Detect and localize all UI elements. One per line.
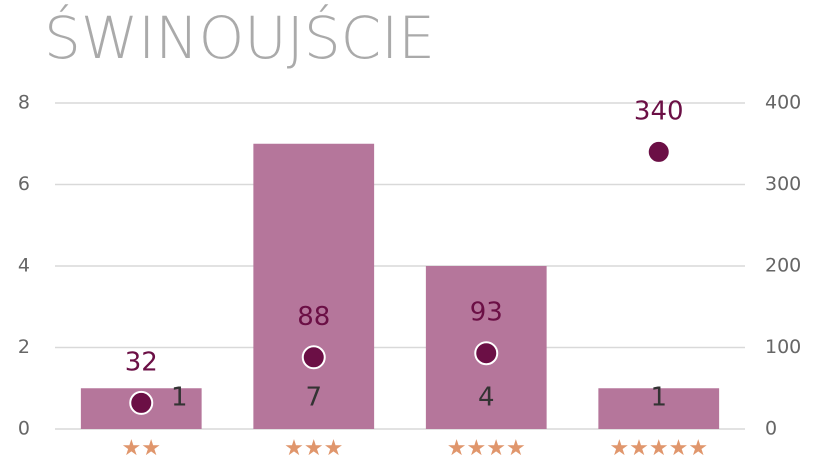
y-tick-label: 2 bbox=[18, 336, 30, 358]
bar-value-label: 1 bbox=[650, 383, 667, 413]
chart-title: ŚWINOUJŚCIE bbox=[44, 3, 435, 72]
x-tick-label: ★★★★ bbox=[447, 436, 526, 461]
dot-value-label: 32 bbox=[125, 347, 158, 377]
x-tick-label: ★★★★★ bbox=[609, 436, 708, 461]
dot-value-label: 88 bbox=[297, 302, 330, 332]
y2-tick-label: 0 bbox=[765, 418, 777, 440]
bar bbox=[598, 388, 720, 429]
dot bbox=[129, 390, 154, 415]
dot-value-label: 340 bbox=[634, 96, 684, 126]
dot bbox=[474, 341, 499, 366]
y-tick-label: 0 bbox=[18, 418, 30, 440]
bar-value-label: 7 bbox=[305, 383, 322, 413]
y-tick-label: 4 bbox=[18, 255, 30, 277]
y2-tick-label: 400 bbox=[765, 92, 801, 114]
y2-tick-label: 300 bbox=[765, 173, 801, 195]
dot bbox=[646, 139, 671, 164]
bar-value-label: 4 bbox=[478, 383, 495, 413]
x-tick-label: ★★ bbox=[122, 436, 161, 461]
dot-value-label: 93 bbox=[470, 298, 503, 328]
y2-tick-label: 200 bbox=[765, 255, 801, 277]
x-tick-label: ★★★ bbox=[284, 436, 343, 461]
bar bbox=[253, 143, 375, 429]
y-tick-label: 6 bbox=[18, 173, 30, 195]
y2-tick-label: 100 bbox=[765, 336, 801, 358]
bar-value-label: 1 bbox=[171, 383, 188, 413]
dot bbox=[301, 345, 326, 370]
y-tick-label: 8 bbox=[18, 92, 30, 114]
